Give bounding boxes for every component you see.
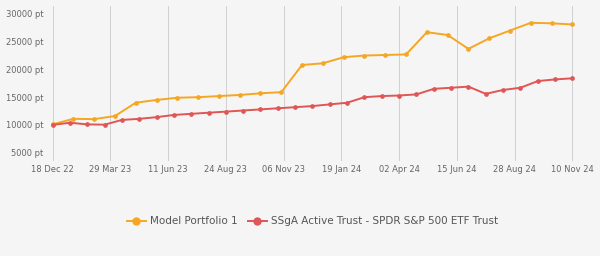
Legend: Model Portfolio 1, SSgA Active Trust - SPDR S&P 500 ETF Trust: Model Portfolio 1, SSgA Active Trust - S…: [123, 212, 502, 230]
